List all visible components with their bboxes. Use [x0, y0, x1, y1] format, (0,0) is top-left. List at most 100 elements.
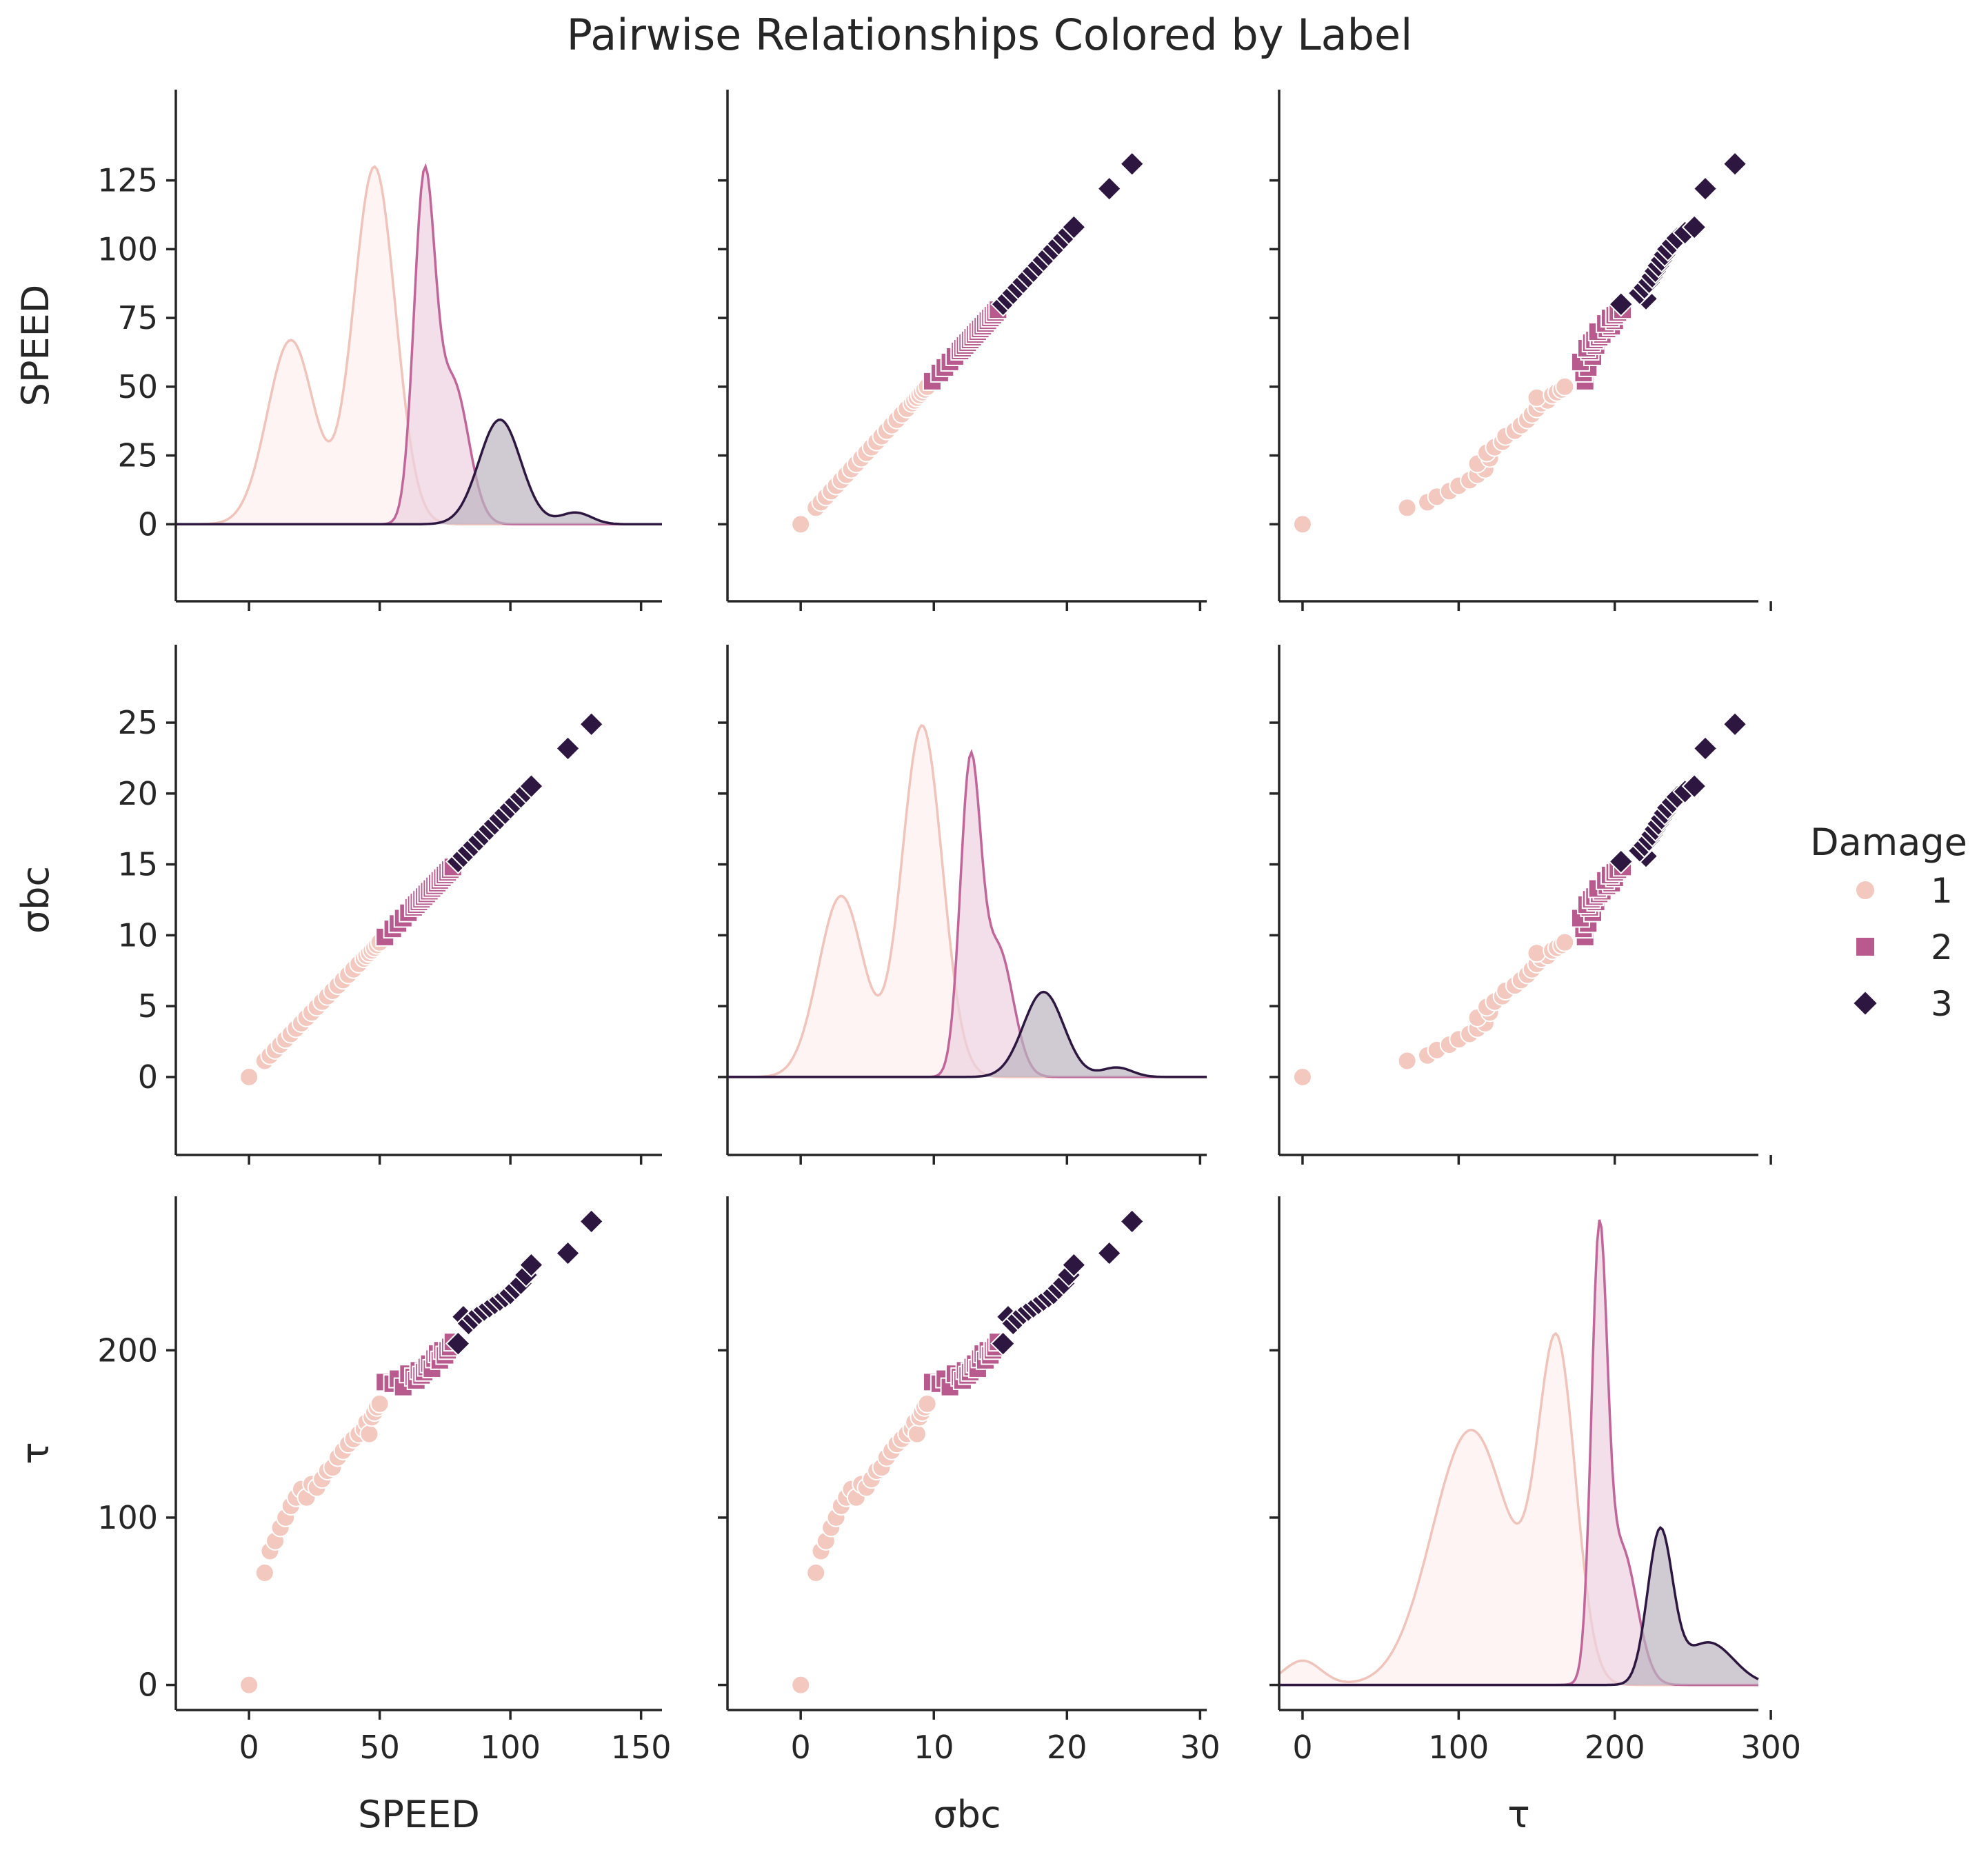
- y-tick-label: 10: [117, 916, 158, 954]
- panel-speed-vs-tau: [1269, 90, 1772, 611]
- y-tick-label: 0: [138, 505, 158, 543]
- point-damage-3: [990, 1331, 1016, 1356]
- point-damage-1: [370, 1394, 390, 1414]
- point-damage-3: [445, 1331, 471, 1356]
- x-tick-label: 0: [1292, 1729, 1312, 1766]
- legend-marker-damage-1: [1855, 880, 1876, 901]
- point-damage-1: [254, 1563, 274, 1583]
- point-damage-3: [1722, 151, 1748, 177]
- point-damage-3: [1722, 711, 1748, 737]
- kde-fill-damage-2: [176, 166, 662, 525]
- x-tick-label: 0: [239, 1729, 259, 1766]
- y-tick-label: 75: [117, 299, 158, 336]
- point-damage-1: [917, 1394, 937, 1414]
- kde-fill-damage-1: [727, 725, 1207, 1077]
- point-damage-1: [1397, 1051, 1417, 1071]
- x-tick-label: 150: [611, 1729, 672, 1766]
- chart-title: Pairwise Relationships Colored by Label: [567, 10, 1413, 60]
- kde-fill-damage-2: [727, 752, 1207, 1077]
- point-damage-1: [359, 1424, 379, 1444]
- kde-line-damage-3: [1279, 1526, 1759, 1687]
- point-damage-1: [1292, 1067, 1312, 1087]
- point-damage-1: [806, 1563, 826, 1583]
- point-damage-3: [1692, 176, 1718, 202]
- point-damage-1: [1527, 943, 1547, 963]
- panel-tau-vs-tau: 0 100 200 300: [1269, 1196, 1801, 1766]
- point-damage-3: [1608, 291, 1634, 317]
- kde-line-damage-3: [176, 418, 662, 526]
- point-damage-1: [1527, 388, 1547, 408]
- x-tick-label: 20: [1047, 1729, 1087, 1766]
- legend-label-damage-3: 3: [1931, 984, 1953, 1024]
- point-damage-1: [1292, 514, 1312, 534]
- panel-sigma-vs-tau: [1269, 645, 1772, 1165]
- point-damage-3: [1692, 736, 1718, 761]
- point-damage-3: [1096, 1240, 1123, 1266]
- point-damage-3: [519, 773, 544, 799]
- x-tick-label: 10: [914, 1729, 954, 1766]
- legend: Damage 1 2 3: [1810, 821, 1967, 1024]
- point-damage-3: [1119, 1208, 1145, 1234]
- point-damage-1: [1397, 498, 1417, 518]
- panel-sigma-vs-speed: 0 5 10 15 20 25: [117, 645, 662, 1165]
- point-damage-3: [579, 1208, 605, 1234]
- x-tick-label: 300: [1740, 1729, 1801, 1766]
- y-axis-title-tau: τ: [14, 1442, 57, 1465]
- point-damage-1: [791, 1675, 811, 1695]
- x-axis-title-speed: SPEED: [358, 1793, 480, 1836]
- x-tick-label: 30: [1180, 1729, 1221, 1766]
- legend-marker-damage-2: [1855, 936, 1876, 957]
- point-damage-1: [907, 1424, 927, 1444]
- y-tick-label: 0: [138, 1667, 158, 1704]
- y-tick-label: 20: [117, 775, 158, 812]
- y-tick-label: 25: [117, 704, 158, 741]
- point-damage-3: [1061, 214, 1087, 240]
- y-tick-label: 100: [97, 230, 158, 268]
- x-tick-label: 0: [791, 1729, 811, 1766]
- kde-fill-damage-1: [1279, 1334, 1758, 1685]
- x-axis-title-tau: τ: [1507, 1793, 1530, 1836]
- y-tick-label: 25: [117, 437, 158, 474]
- point-damage-1: [239, 1675, 259, 1695]
- x-tick-label: 100: [480, 1729, 541, 1766]
- legend-marker-damage-3: [1851, 989, 1879, 1017]
- point-damage-3: [555, 1240, 581, 1266]
- x-tick-label: 50: [359, 1729, 400, 1766]
- legend-label-damage-2: 2: [1931, 927, 1953, 967]
- x-tick-label: 200: [1585, 1729, 1645, 1766]
- point-damage-3: [1096, 176, 1123, 202]
- y-tick-label: 0: [138, 1058, 158, 1096]
- point-damage-3: [579, 711, 605, 737]
- kde-fill-damage-1: [176, 166, 662, 525]
- y-axis-title-speed: SPEED: [14, 285, 57, 407]
- y-tick-label: 100: [97, 1499, 158, 1536]
- x-axis-title-sigma: σbc: [933, 1793, 1001, 1836]
- point-damage-1: [791, 514, 811, 534]
- kde-line-damage-3: [727, 990, 1207, 1078]
- point-damage-3: [519, 1252, 544, 1278]
- legend-label-damage-1: 1: [1931, 871, 1953, 911]
- point-damage-1: [1555, 376, 1575, 396]
- panel-speed-vs-speed: 0 25 50 75 100 125: [97, 90, 662, 611]
- panel-speed-vs-sigma: [718, 90, 1207, 611]
- point-damage-3: [1061, 1252, 1087, 1278]
- kde-fill-damage-3: [1279, 1527, 1758, 1685]
- panel-sigma-vs-sigma: [718, 645, 1207, 1165]
- point-damage-3: [1681, 773, 1707, 799]
- y-tick-label: 50: [117, 368, 158, 405]
- y-tick-label: 15: [117, 846, 158, 883]
- point-damage-3: [1608, 849, 1634, 874]
- point-damage-3: [555, 736, 581, 761]
- x-tick-label: 100: [1428, 1729, 1489, 1766]
- y-axis-title-sigma: σbc: [14, 866, 57, 934]
- point-damage-1: [1555, 932, 1575, 952]
- point-damage-3: [1119, 151, 1145, 177]
- y-tick-label: 200: [97, 1331, 158, 1369]
- legend-title: Damage: [1810, 821, 1967, 864]
- y-tick-label: 125: [97, 162, 158, 199]
- point-damage-3: [1681, 214, 1707, 240]
- y-tick-label: 5: [138, 987, 158, 1025]
- point-damage-1: [239, 1067, 259, 1087]
